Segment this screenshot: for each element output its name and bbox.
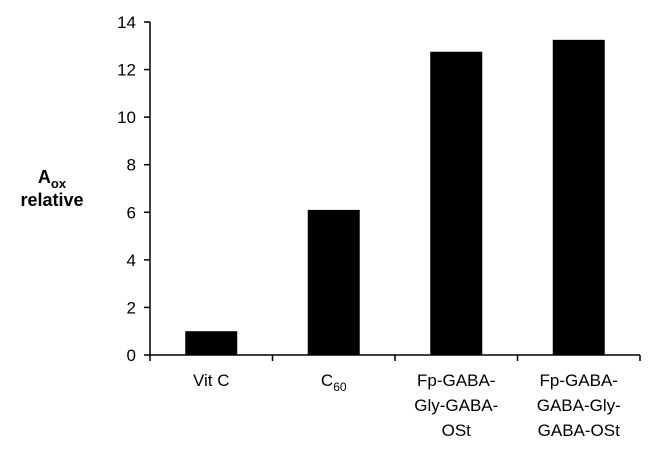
y-tick-label: 14 — [117, 13, 136, 32]
x-tick-label: Vit C — [193, 371, 230, 390]
x-tick-label: OSt — [442, 421, 472, 440]
y-axis-label-main: A — [38, 167, 51, 187]
x-tick-label: GABA-OSt — [538, 421, 620, 440]
bar — [307, 209, 360, 355]
x-tick-label-main: Vit C — [193, 371, 230, 390]
y-tick-label: 6 — [127, 203, 136, 222]
bars — [185, 39, 605, 355]
y-tick-label: 0 — [127, 346, 136, 365]
x-tick-label-main: Gly-GABA- — [414, 396, 498, 415]
ticks: 0 2 4 6 8 10 12 14 — [117, 13, 150, 365]
x-tick-label-main: Fp-GABA- — [417, 371, 495, 390]
x-tick-label: Fp-GABA- — [540, 371, 618, 390]
category-labels: Vit C C60 Fp-GABA- Gly-GABA- OSt Fp-GABA- GABA… — [193, 371, 621, 440]
x-tick-label: GABA-Gly- — [537, 396, 621, 415]
x-tick-label-main: OSt — [442, 421, 472, 440]
x-tick-label: C60 — [321, 371, 347, 394]
y-axis-label: Aox relative — [20, 167, 83, 210]
y-axis-label-line1: Aox — [38, 167, 67, 191]
x-tick-label-main: GABA-OSt — [538, 421, 620, 440]
x-tick-label-subscript: 60 — [333, 380, 347, 394]
y-tick-label: 8 — [127, 156, 136, 175]
y-axis-label-line2: relative — [20, 190, 83, 210]
y-tick-label: 4 — [127, 251, 136, 270]
x-tick-label-main: C — [321, 371, 333, 390]
y-tick-label: 10 — [117, 108, 136, 127]
x-tick-label-main: GABA-Gly- — [537, 396, 621, 415]
y-tick-label: 2 — [127, 298, 136, 317]
x-tick-label-main: Fp-GABA- — [540, 371, 618, 390]
y-tick-label: 12 — [117, 61, 136, 80]
bar — [185, 331, 238, 355]
bar — [552, 39, 605, 355]
x-tick-label: Gly-GABA- — [414, 396, 498, 415]
y-axis-label-subscript: ox — [51, 176, 67, 191]
x-tick-label: Fp-GABA- — [417, 371, 495, 390]
bar — [430, 51, 483, 355]
